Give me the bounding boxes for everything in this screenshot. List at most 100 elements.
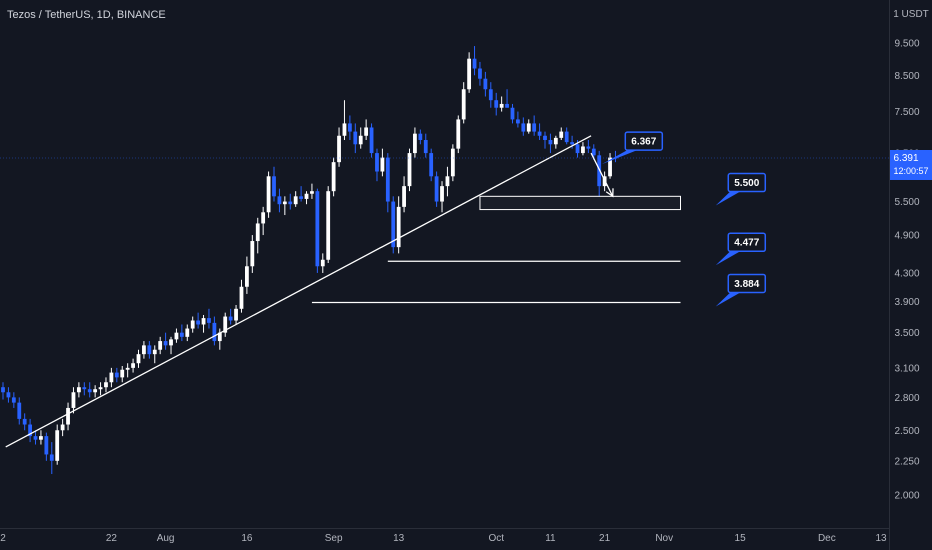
- candle: [483, 71, 488, 97]
- price-callout: 6.367: [601, 131, 664, 165]
- price-axis[interactable]: 1 USDT9.5008.5007.5006.5005.5004.9004.30…: [0, 9, 932, 502]
- candle: [158, 336, 163, 355]
- candle: [440, 181, 444, 213]
- time-tick-label: 15: [735, 533, 747, 544]
- candle-body: [17, 402, 22, 419]
- price-tick-label: 2.000: [894, 491, 919, 502]
- candle: [396, 196, 401, 254]
- candle-body: [364, 127, 369, 136]
- callout-pointer: [601, 150, 638, 165]
- candle-body: [310, 191, 314, 194]
- candle-body: [147, 345, 152, 355]
- candle: [82, 382, 87, 396]
- candle: [581, 142, 585, 156]
- candle: [402, 176, 406, 213]
- candle: [28, 418, 32, 443]
- candle-body: [516, 119, 520, 124]
- candle-body: [581, 146, 585, 154]
- candle: [310, 183, 314, 199]
- candle-body: [434, 176, 439, 202]
- candle: [385, 153, 390, 213]
- candle-body: [472, 58, 477, 69]
- candle-body: [76, 387, 81, 393]
- candle: [337, 127, 341, 167]
- candle-body: [11, 397, 16, 403]
- candle-body: [66, 407, 70, 425]
- candle-body: [39, 436, 43, 440]
- candle: [6, 387, 11, 403]
- candle-body: [543, 135, 547, 140]
- candle: [255, 217, 260, 254]
- candle: [315, 188, 320, 273]
- candle: [223, 312, 228, 337]
- time-tick-label: 21: [599, 533, 611, 544]
- candle-body: [190, 320, 195, 329]
- candle-body: [304, 193, 309, 199]
- callout-box: [624, 131, 664, 151]
- candle-body: [380, 157, 385, 172]
- candle: [152, 345, 157, 364]
- candle: [369, 123, 374, 158]
- candle-body: [532, 123, 537, 132]
- candle-body: [396, 206, 401, 248]
- candle-body: [548, 139, 553, 145]
- chart-title: Tezos / TetherUS, 1D, BINANCE: [7, 9, 166, 21]
- candle: [228, 308, 233, 325]
- candle: [380, 148, 385, 177]
- candle-body: [136, 354, 141, 364]
- candle: [342, 100, 347, 140]
- candle-body: [125, 367, 130, 370]
- candle: [131, 358, 135, 373]
- candle: [60, 418, 65, 437]
- candle: [104, 377, 108, 393]
- candle-body: [201, 318, 206, 325]
- callout-label: 5.500: [734, 178, 759, 189]
- candle-body: [315, 191, 320, 267]
- candle-body: [49, 454, 54, 461]
- time-tick-label: Oct: [488, 533, 504, 544]
- candle-body: [245, 266, 249, 287]
- price-tick-label: 3.900: [894, 297, 919, 308]
- candle: [55, 424, 60, 465]
- candle: [66, 402, 70, 431]
- candle-body: [488, 89, 493, 101]
- trendline: [5, 135, 592, 448]
- candle: [250, 235, 255, 273]
- candle-body: [1, 387, 5, 393]
- price-tick-label: 5.500: [894, 197, 919, 208]
- candle: [320, 253, 325, 273]
- support-zone: [479, 195, 681, 211]
- time-axis[interactable]: 2 22 Aug 16 Sep 13 Oct 11 21 Nov 15 Dec 13: [0, 533, 887, 544]
- candle-body: [28, 424, 32, 437]
- candle-body: [33, 436, 38, 440]
- candle-body: [559, 131, 564, 138]
- candle: [434, 171, 439, 207]
- callout-pointer: [715, 191, 741, 206]
- candle-body: [402, 186, 406, 207]
- candle-body: [163, 341, 168, 346]
- candle: [472, 46, 477, 76]
- price-tick-label: 2.500: [894, 426, 919, 437]
- candle-body: [445, 176, 450, 187]
- candle-body: [288, 201, 293, 205]
- candle-body: [608, 157, 612, 177]
- candle: [608, 153, 612, 179]
- candle: [174, 328, 179, 343]
- candle-body: [575, 144, 580, 154]
- candle: [358, 127, 363, 149]
- price-tick-label: 7.500: [894, 107, 919, 118]
- candle-body: [104, 382, 108, 388]
- candle-body: [87, 389, 92, 393]
- time-axis-border: [0, 528, 889, 529]
- candle: [391, 196, 396, 254]
- candle-body: [450, 148, 455, 177]
- candle: [407, 148, 412, 192]
- candle-body: [331, 162, 336, 192]
- candle-body: [564, 131, 569, 143]
- current-price-label: 6.391: [893, 153, 918, 164]
- candle-body: [158, 341, 163, 350]
- candle: [179, 324, 184, 342]
- callout-label: 3.884: [734, 279, 759, 290]
- candle-body: [369, 127, 374, 154]
